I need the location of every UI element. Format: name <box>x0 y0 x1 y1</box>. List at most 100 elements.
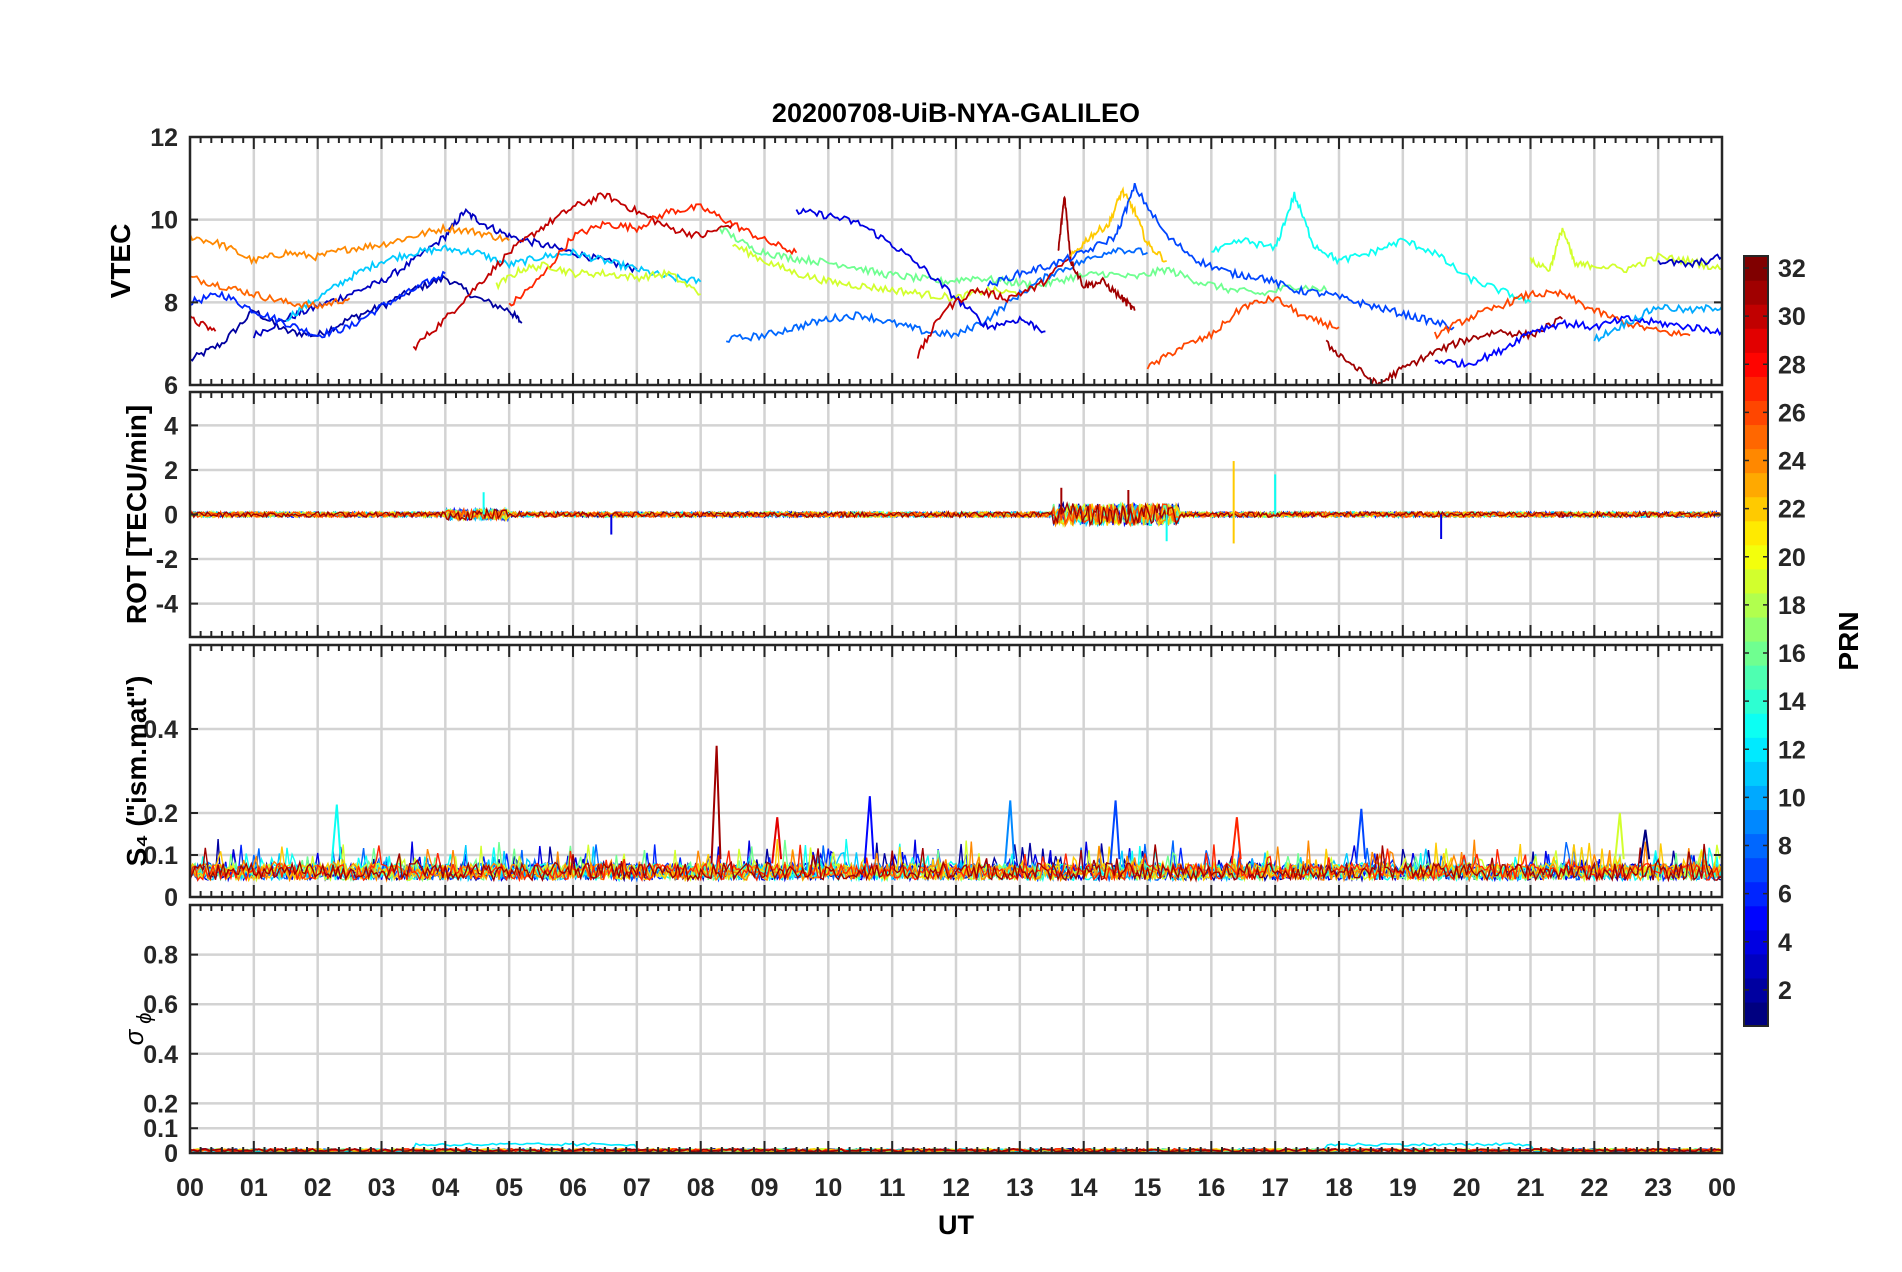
x-tick-label: 23 <box>1644 1174 1672 1202</box>
x-tick-label: 16 <box>1197 1174 1225 1202</box>
vtec-series-prn-11 <box>285 244 702 322</box>
x-tick-label: 06 <box>559 1174 587 1202</box>
x-tick-label: 09 <box>751 1174 779 1202</box>
vtec-series-prn-2 <box>190 274 523 362</box>
s4-series-prn-31 <box>190 843 1722 883</box>
vtec-series-prn-4 <box>795 207 1046 334</box>
x-tick-label: 00 <box>1708 1174 1736 1202</box>
y-tick-label: 0.1 <box>143 1115 178 1143</box>
x-tick-label: 11 <box>879 1174 906 1202</box>
x-ticks <box>189 645 1723 897</box>
x-tick-label: 21 <box>1517 1174 1545 1202</box>
y-tick-label: -4 <box>156 591 178 619</box>
vtec-series-prn-7 <box>987 182 1455 331</box>
y-tick-label: 12 <box>150 124 178 152</box>
colorbar-tick-label: 18 <box>1778 592 1806 620</box>
data-layer <box>190 461 1721 544</box>
vtec-series-prn-30 <box>916 256 1072 359</box>
panel-sigphi: 00.10.2 0.4 0.6 0.8 σϕ <box>119 903 1724 1168</box>
y-tick-label: 0.2 <box>143 800 178 828</box>
y-tick-label: 0 <box>164 884 178 912</box>
x-tick-label: 19 <box>1389 1174 1417 1202</box>
colorbar-tick-label: 32 <box>1778 255 1806 283</box>
colorbar-tick-label: 28 <box>1778 351 1806 379</box>
s4-spike <box>1613 812 1625 864</box>
x-ticks <box>189 137 1723 385</box>
vtec-series-prn-8 <box>725 247 1148 344</box>
vtec-series-prn-22 <box>1070 186 1167 263</box>
x-tick-label: 22 <box>1580 1174 1608 1202</box>
y-tick-label: 6 <box>164 372 178 400</box>
s4-spike <box>330 804 342 864</box>
y-tick-label: 8 <box>164 289 178 317</box>
colorbar-segment <box>1744 616 1768 642</box>
colorbar-tick-label: 12 <box>1778 736 1806 764</box>
s4-series-prn-22 <box>190 839 1722 883</box>
vtec-series-prn-27 <box>508 203 798 307</box>
y-tick-label: 4 <box>164 412 178 440</box>
colorbar-tick-label: 2 <box>1778 977 1792 1005</box>
colorbar-segment <box>1744 376 1768 401</box>
x-tick-label: 14 <box>1070 1174 1098 1202</box>
colorbar-segment <box>1744 424 1768 450</box>
s4-spike <box>1355 808 1367 864</box>
x-tick-label: 10 <box>814 1174 842 1202</box>
vtec-series-prn-19 <box>495 261 701 296</box>
rot-series-prn-31 <box>190 501 1721 528</box>
vtec-series-prn-19 <box>732 243 1021 303</box>
x-tick-label: 00 <box>176 1174 204 1202</box>
y-tick-label: 2 <box>164 457 178 485</box>
colorbar-segment <box>1744 520 1768 546</box>
vtec-series-prn-16 <box>718 226 1327 297</box>
y-tick-label: 0.4 <box>143 1041 178 1069</box>
s4-spike <box>771 817 783 864</box>
y-axis-label-vtec: VTEC <box>105 224 136 299</box>
chart-title: 20200708-UiB-NYA-GALILEO <box>772 98 1140 128</box>
data-layer <box>190 182 1722 385</box>
colorbar-tick-label: 24 <box>1778 448 1806 476</box>
colorbar-segment <box>1744 953 1768 979</box>
vtec-series-prn-31 <box>1057 195 1136 311</box>
s4-spike <box>710 745 722 864</box>
colorbar-tick-label: 6 <box>1778 881 1792 909</box>
vtec-series-prn-10 <box>1593 303 1722 343</box>
colorbar-frame <box>1743 255 1769 1027</box>
y-axis-label-rot: ROT [TECU/min] <box>121 405 152 624</box>
panel-s4: 0 0.1 0.2 0.4S₄ ("ism.mat") <box>121 643 1724 912</box>
y-tick-label: 0 <box>164 502 178 530</box>
colorbar-segment <box>1744 905 1768 931</box>
vtec-series-prn-5 <box>1434 315 1722 368</box>
s4-spike <box>1230 817 1242 864</box>
s4-spike <box>1109 800 1121 864</box>
x-tick-label: 12 <box>942 1174 970 1202</box>
colorbar-segment <box>1744 809 1768 835</box>
vtec-series-prn-31 <box>1325 315 1563 385</box>
y-tick-label: -2 <box>156 546 178 574</box>
colorbar-tick-label: 20 <box>1778 544 1806 572</box>
x-tick-label: 01 <box>240 1174 268 1202</box>
x-axis-label: UT <box>938 1210 974 1240</box>
x-tick-label: 05 <box>495 1174 523 1202</box>
vtec-series-prn-25 <box>190 275 351 310</box>
colorbar-segment <box>1744 713 1768 738</box>
x-tick-label: 13 <box>1006 1174 1034 1202</box>
vtec-series-prn-19 <box>1529 227 1722 274</box>
x-tick-label: 04 <box>431 1174 459 1202</box>
s4-spike <box>863 796 875 864</box>
x-axis: 00 01 02 03 04 05 06 07 08 09 10 11 12 13 14 15 16 17 18 19… <box>176 1174 1736 1202</box>
colorbar-segment <box>1744 280 1768 305</box>
panel-rot: -4 -2 0 2 4 ROT [TECU/min] <box>121 390 1724 639</box>
colorbar-segment <box>1744 568 1768 594</box>
y-tick-label: 0.6 <box>143 991 178 1019</box>
y-tick-label: 0.8 <box>143 942 178 970</box>
panel-vtec: 6 8 10 12 VTEC <box>105 124 1724 400</box>
s4-spike <box>1004 800 1016 864</box>
y-tick-label: 0.4 <box>143 716 178 744</box>
x-tick-label: 07 <box>623 1174 651 1202</box>
vtec-series-prn-30 <box>412 192 734 352</box>
colorbar-tick-label: 16 <box>1778 640 1806 668</box>
x-tick-label: 15 <box>1134 1174 1162 1202</box>
s4-spike <box>1639 829 1651 864</box>
